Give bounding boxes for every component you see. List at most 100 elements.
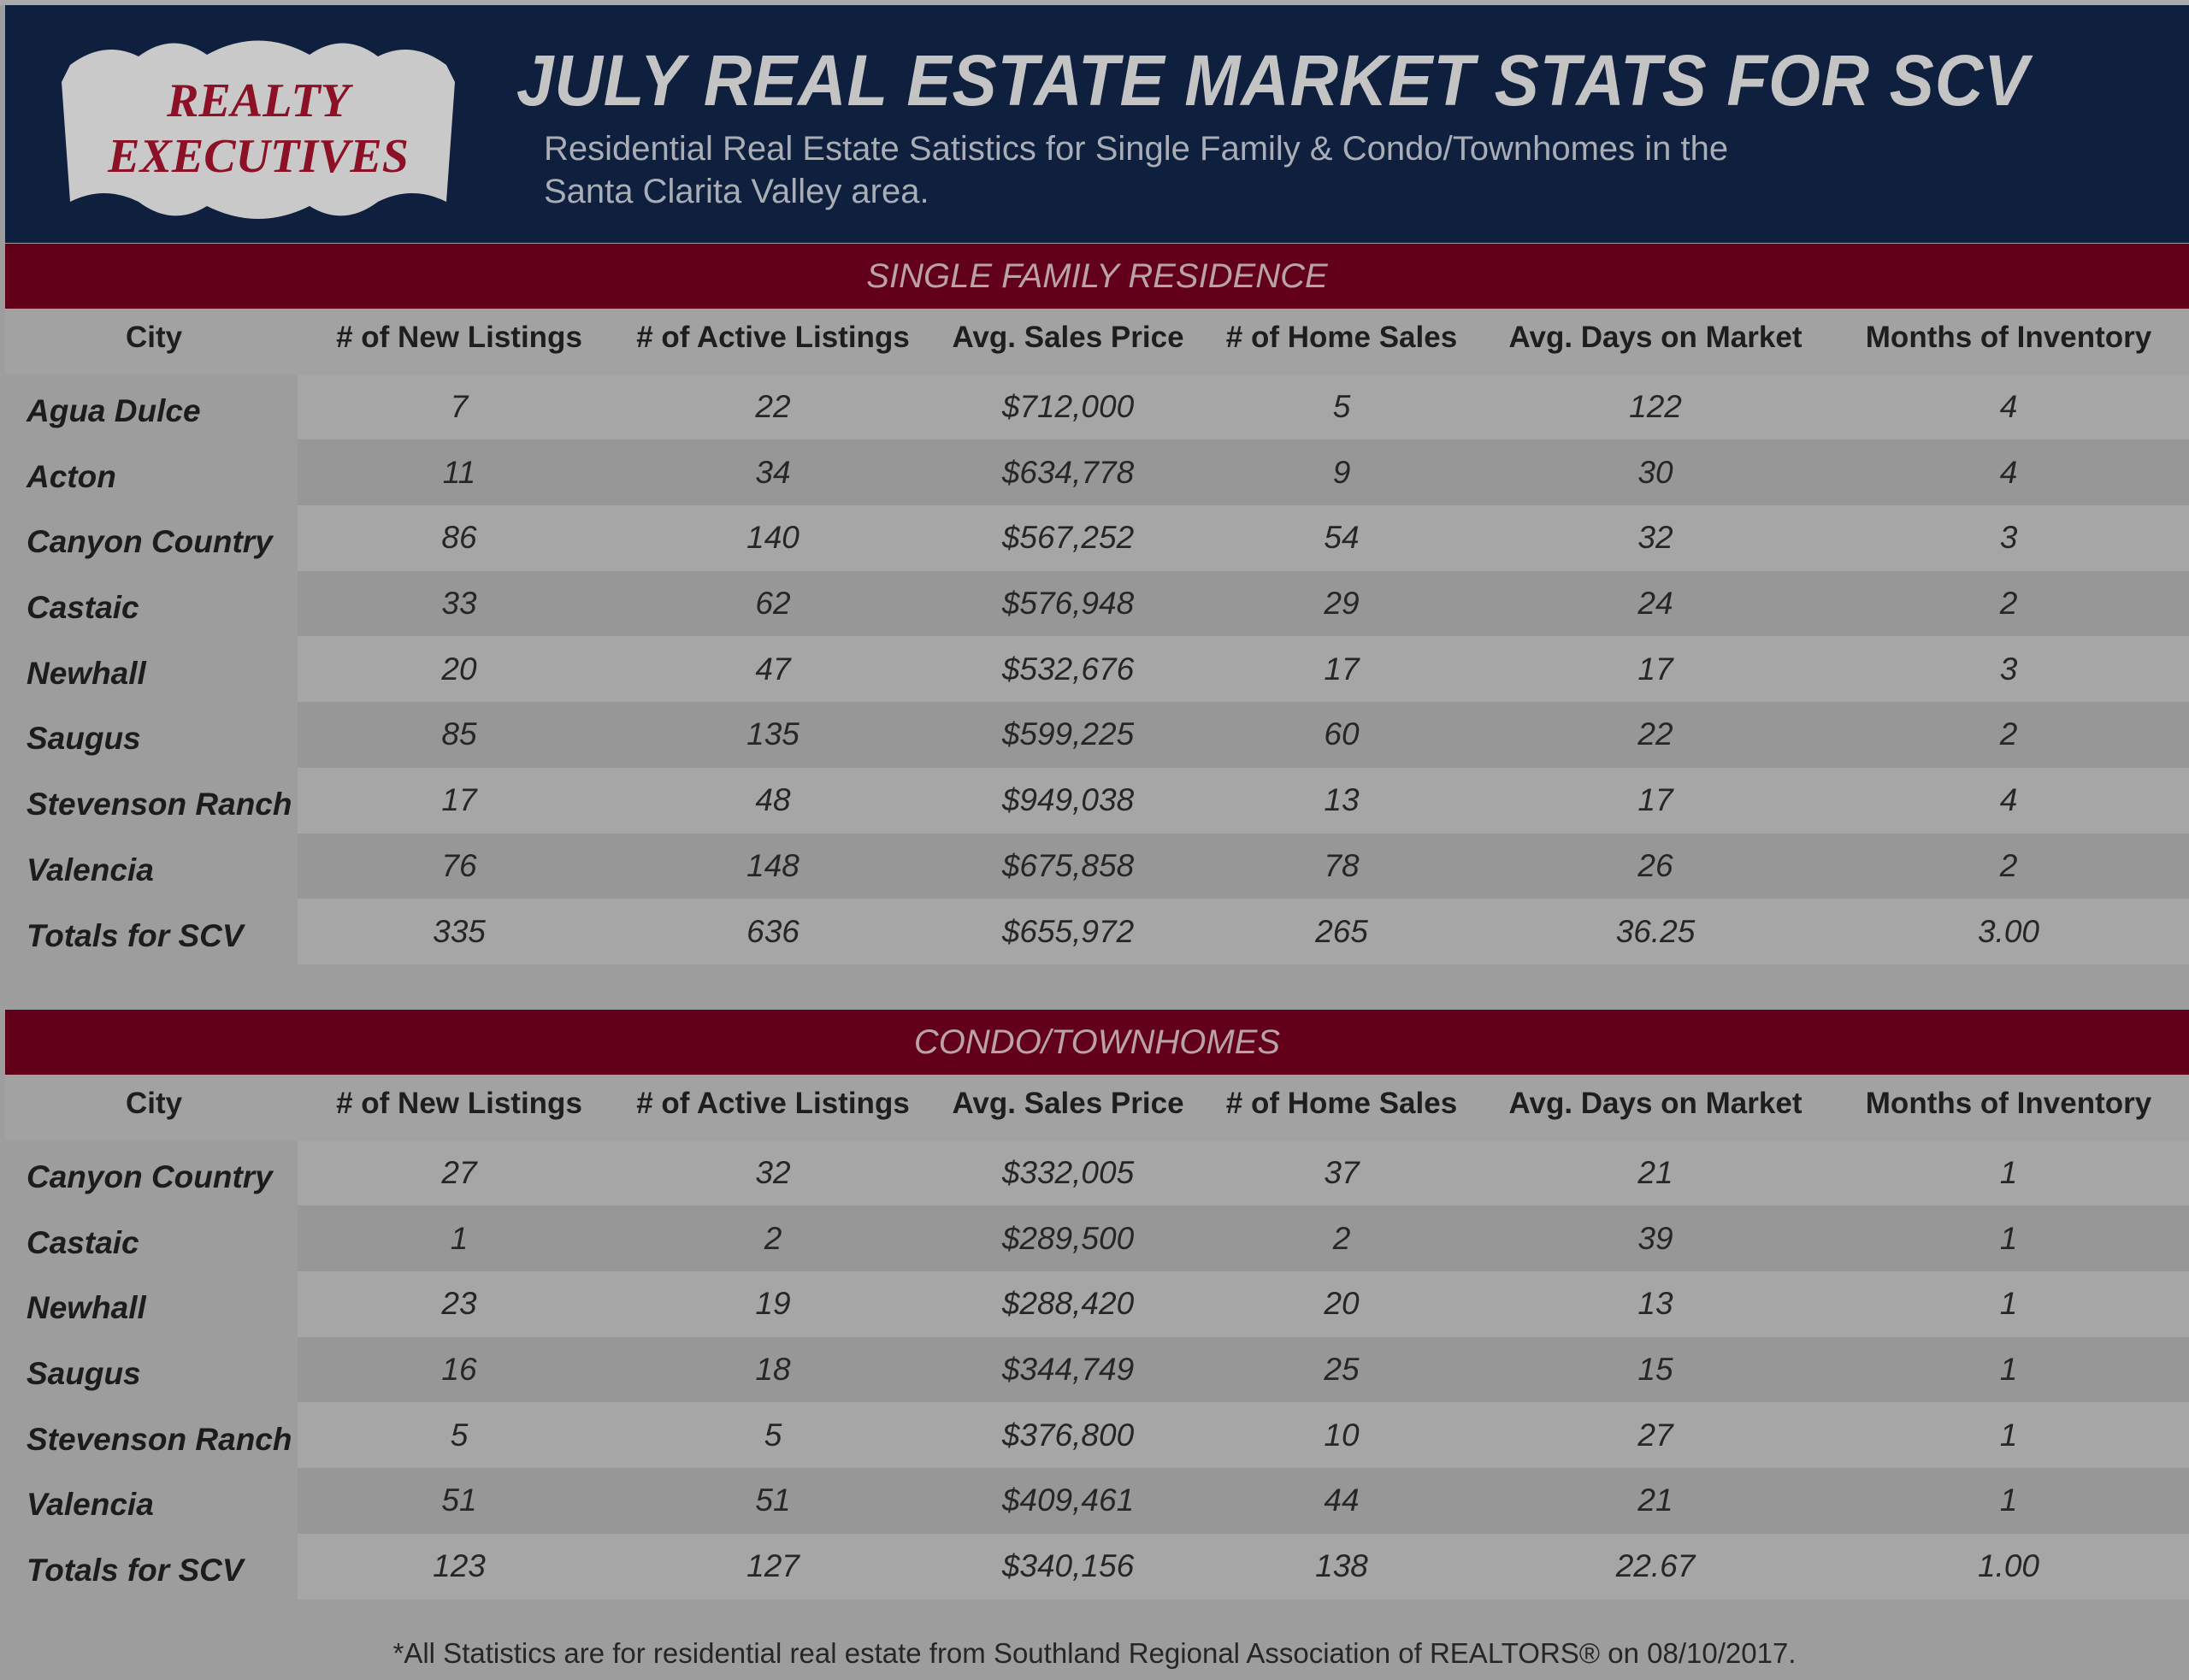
value-cell: 127 — [746, 1548, 799, 1584]
value-cell: 23 — [441, 1286, 477, 1322]
value-cell: 2 — [1999, 586, 2018, 622]
value-cell: 30 — [1637, 454, 1673, 490]
city-cell: Canyon Country — [5, 1140, 298, 1206]
value-cell: 17 — [1324, 651, 1360, 687]
value-cell: 19 — [755, 1286, 791, 1322]
value-cell: 36.25 — [1615, 913, 1696, 949]
value-cell: $376,800 — [1001, 1417, 1135, 1453]
value-cell: 22 — [755, 389, 791, 425]
value-cell: 47 — [755, 651, 791, 687]
value-cell: 122 — [1629, 389, 1682, 425]
value-cell: 2 — [1332, 1220, 1351, 1256]
svg-text:REALTY: REALTY — [166, 74, 353, 127]
column-header: Avg. Days on Market — [1508, 1087, 1803, 1121]
value-cell: 265 — [1315, 913, 1368, 949]
value-cell: 10 — [1324, 1417, 1360, 1453]
value-cell: 17 — [441, 782, 477, 818]
top-strip — [0, 0, 2189, 5]
table-row: Canyon Country 86 140 $567,252 54 32 3 — [5, 505, 2189, 571]
table-row: Newhall 23 19 $288,420 20 13 1 — [5, 1271, 2189, 1337]
city-cell: Totals for SCV — [5, 899, 298, 964]
value-cell: 86 — [441, 520, 477, 556]
value-cell: 27 — [1637, 1417, 1673, 1453]
single-family-table: City # of New Listings # of Active Listing… — [5, 309, 2189, 964]
value-cell: $332,005 — [1001, 1155, 1135, 1191]
value-cell: $655,972 — [1001, 913, 1135, 949]
column-header: Avg. Sales Price — [952, 321, 1184, 355]
column-header: # of New Listings — [336, 321, 582, 355]
value-cell: 48 — [755, 782, 791, 818]
city-cell: Castaic — [5, 570, 298, 637]
value-cell: 13 — [1637, 1286, 1673, 1322]
value-cell: $409,461 — [1001, 1483, 1135, 1518]
column-header: City — [125, 321, 183, 355]
value-cell: 51 — [441, 1483, 477, 1518]
value-cell: $340,156 — [1001, 1548, 1135, 1584]
value-cell: 13 — [1324, 782, 1360, 818]
value-cell: $675,858 — [1001, 847, 1135, 883]
city-cell: Stevenson Ranch — [5, 1402, 298, 1469]
value-cell: 27 — [441, 1155, 477, 1191]
value-cell: 3.00 — [1977, 913, 2039, 949]
city-cell: Canyon Country — [5, 505, 298, 571]
value-cell: $344,749 — [1001, 1352, 1135, 1388]
value-cell: $567,252 — [1001, 520, 1135, 556]
value-cell: 1 — [1999, 1286, 2018, 1322]
column-header: # of Home Sales — [1225, 1087, 1458, 1121]
value-cell: 3 — [1999, 520, 2018, 556]
value-cell: 22 — [1637, 716, 1673, 752]
value-cell: 1.00 — [1977, 1548, 2039, 1584]
table-row: Castaic 33 62 $576,948 29 24 2 — [5, 570, 2189, 637]
section-band-single-family: SINGLE FAMILY RESIDENCE — [5, 244, 2189, 309]
value-cell: $712,000 — [1001, 389, 1135, 425]
page-header: REALTY EXECUTIVES JULY REAL ESTATE MARKE… — [5, 5, 2189, 243]
value-cell: 123 — [433, 1548, 486, 1584]
column-header: Avg. Days on Market — [1508, 321, 1803, 355]
condo-table: City # of New Listings # of Active Listing… — [5, 1075, 2189, 1600]
value-cell: 32 — [1637, 520, 1673, 556]
value-cell: 2 — [764, 1220, 782, 1256]
city-cell: Agua Dulce — [5, 374, 298, 440]
value-cell: 18 — [755, 1352, 791, 1388]
table-row: Saugus 16 18 $344,749 25 15 1 — [5, 1336, 2189, 1403]
value-cell: 5 — [1332, 389, 1351, 425]
city-cell: Stevenson Ranch — [5, 767, 298, 834]
value-cell: 335 — [433, 913, 486, 949]
value-cell: 17 — [1637, 782, 1673, 818]
value-cell: 5 — [450, 1417, 469, 1453]
table-header-row: City # of New Listings # of Active Listing… — [5, 1075, 2189, 1141]
value-cell: $634,778 — [1001, 454, 1135, 490]
value-cell: 7 — [450, 389, 469, 425]
city-cell: Saugus — [5, 1336, 298, 1403]
value-cell: 5 — [764, 1417, 782, 1453]
value-cell: 11 — [442, 454, 476, 490]
table-row: Acton 11 34 $634,778 9 30 4 — [5, 439, 2189, 506]
value-cell: 78 — [1324, 847, 1360, 883]
value-cell: 29 — [1324, 586, 1360, 622]
value-cell: 1 — [1999, 1352, 2018, 1388]
value-cell: 25 — [1324, 1352, 1360, 1388]
value-cell: 1 — [450, 1220, 469, 1256]
value-cell: 2 — [1999, 716, 2018, 752]
value-cell: $949,038 — [1001, 782, 1135, 818]
section-band-condo: CONDO/TOWNHOMES — [5, 1010, 2189, 1075]
totals-row: Totals for SCV 123 127 $340,156 138 22.67 1.00 — [5, 1533, 2189, 1600]
value-cell: 33 — [441, 586, 477, 622]
value-cell: 1 — [1999, 1417, 2018, 1453]
city-cell: Totals for SCV — [5, 1533, 298, 1600]
value-cell: 3 — [1999, 651, 2018, 687]
value-cell: 1 — [1999, 1155, 2018, 1191]
column-header: # of New Listings — [336, 1087, 582, 1121]
value-cell: 4 — [1999, 454, 2018, 490]
value-cell: 20 — [1324, 1286, 1360, 1322]
value-cell: 135 — [746, 716, 799, 752]
value-cell: 24 — [1637, 586, 1673, 622]
city-cell: Valencia — [5, 833, 298, 899]
column-header: Months of Inventory — [1865, 321, 2152, 355]
value-cell: 26 — [1637, 847, 1673, 883]
value-cell: 51 — [755, 1483, 791, 1518]
value-cell: 60 — [1324, 716, 1360, 752]
totals-row: Totals for SCV 335 636 $655,972 265 36.25 3.00 — [5, 899, 2189, 964]
page-title: JULY REAL ESTATE MARKET STATS FOR SCV — [516, 40, 2030, 121]
value-cell: 62 — [755, 586, 791, 622]
